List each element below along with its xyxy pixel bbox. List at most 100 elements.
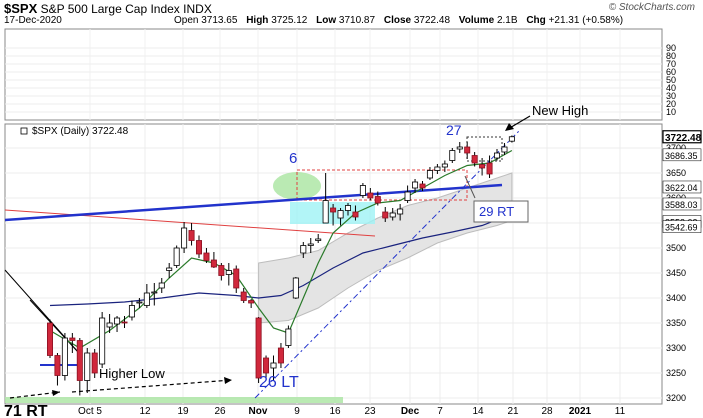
annotation-higher-low: Higher Low <box>99 366 165 381</box>
candle-body <box>397 208 404 215</box>
candle <box>315 234 322 243</box>
candle-body <box>248 300 255 304</box>
candle <box>173 245 180 268</box>
candle <box>263 355 270 378</box>
x-tick-label: Dec <box>401 406 420 417</box>
candle <box>464 142 471 159</box>
low-value: 3710.87 <box>338 15 376 26</box>
candle <box>285 325 292 348</box>
blue-trendline <box>4 183 503 222</box>
candle-body <box>389 212 396 218</box>
candle-body <box>412 181 419 189</box>
y-tick-label: 3350 <box>666 318 686 328</box>
indicator-tick-label: 10 <box>666 107 676 117</box>
x-tick-label: 12 <box>139 406 151 417</box>
y-tick-label: 3700 <box>666 143 686 153</box>
exchange: INDX <box>183 2 212 16</box>
candle <box>99 312 106 368</box>
candle <box>412 179 419 193</box>
candle <box>158 278 165 293</box>
ma-long-line <box>49 213 513 307</box>
candle-body <box>300 245 307 254</box>
candle <box>501 143 508 155</box>
indicator-tick-label: 20 <box>666 99 676 109</box>
candle <box>344 203 351 216</box>
candle-body <box>419 183 426 189</box>
price-label-box <box>662 130 702 144</box>
open-value: 3713.65 <box>201 15 238 26</box>
candle-body <box>285 328 292 346</box>
candle <box>277 343 284 368</box>
candle-body <box>270 362 277 369</box>
low-arrow <box>9 391 61 399</box>
candle <box>449 148 456 163</box>
candle <box>233 265 240 293</box>
x-tick-label: 7 <box>437 406 443 417</box>
candle <box>486 155 493 178</box>
open-label: Open <box>174 15 199 26</box>
y-tick-label: 3300 <box>666 343 686 353</box>
candle <box>508 135 515 143</box>
x-tick-label: 19 <box>177 406 189 417</box>
candle-body <box>337 210 344 219</box>
annotation-6: 6 <box>289 150 297 167</box>
annotation-new-high: New High <box>532 103 588 118</box>
candle-body <box>382 211 389 219</box>
candle-body <box>441 163 448 168</box>
callout-leader <box>464 175 476 199</box>
arrowhead <box>224 377 232 384</box>
support-zone <box>5 397 343 403</box>
candle <box>188 223 195 246</box>
candle-body <box>114 317 121 325</box>
candle <box>337 208 344 226</box>
candle-body <box>54 355 61 376</box>
candle-body <box>359 185 366 196</box>
indicator-tick-label: 70 <box>666 59 676 69</box>
indicator-tick-label: 90 <box>666 43 676 53</box>
candle <box>136 298 143 308</box>
candle <box>195 235 202 258</box>
annotation-71-rt: 71 RT <box>4 403 48 418</box>
candle-body <box>479 164 486 169</box>
price-label: 3686.35 <box>665 151 698 161</box>
candle <box>91 349 98 378</box>
black-trendline-2 <box>29 299 79 353</box>
candle <box>307 238 314 253</box>
candle <box>61 333 68 381</box>
red-trendline <box>4 209 376 237</box>
candle <box>225 263 232 286</box>
higher-low-arrow <box>71 379 233 393</box>
candle <box>114 316 121 332</box>
candle-body <box>76 340 83 381</box>
price-label-box <box>662 180 702 194</box>
volume-label: Volume <box>458 15 495 26</box>
candle-body <box>404 191 411 201</box>
candle-body <box>143 292 150 306</box>
arrowhead <box>505 123 514 131</box>
candle-body <box>218 265 225 276</box>
candle-body <box>486 162 493 175</box>
candle <box>419 181 426 191</box>
price-label-box <box>662 220 702 233</box>
candle-body <box>210 259 217 268</box>
candle-body <box>151 291 158 294</box>
candle <box>359 183 366 198</box>
y-tick-label: 3200 <box>666 393 686 403</box>
candle <box>382 207 389 222</box>
candle <box>367 188 374 201</box>
candle-body <box>330 207 337 213</box>
candle <box>210 252 217 268</box>
candle-body <box>91 352 98 374</box>
x-tick-label: 14 <box>472 406 484 417</box>
candle <box>292 277 299 299</box>
candle <box>255 317 262 383</box>
candle-body <box>128 305 135 318</box>
resistance-box <box>296 169 468 201</box>
x-tick-label: Nov <box>249 406 268 417</box>
high-value: 3725.12 <box>271 15 308 26</box>
candle <box>181 222 188 253</box>
candle-body <box>47 322 54 356</box>
candle-body <box>464 146 471 154</box>
brand-watermark: © StockCharts.com <box>608 2 695 13</box>
candle-body <box>121 321 128 324</box>
